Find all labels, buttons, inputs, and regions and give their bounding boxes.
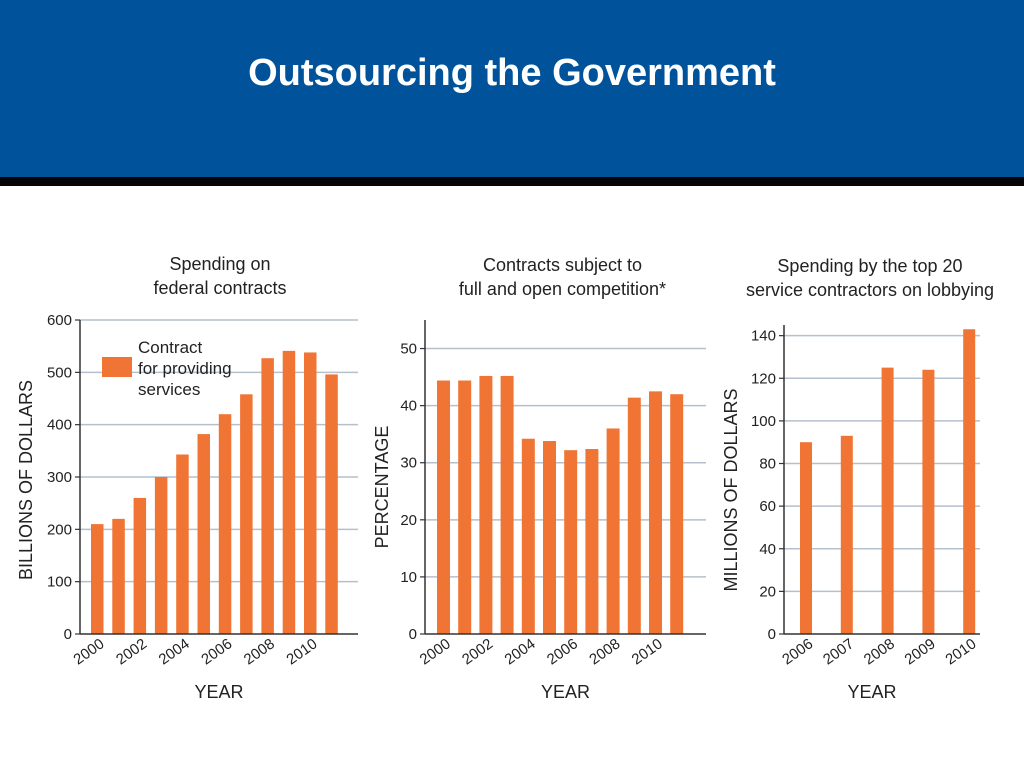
chart-2-bar-2006 (564, 450, 578, 634)
chart-1-x-axis-label: YEAR (194, 682, 243, 702)
chart-2-bar-2001 (458, 380, 472, 634)
chart-3-xtick-label: 2007 (820, 635, 857, 668)
chart-3-ytick-label: 120 (751, 370, 776, 387)
chart-2-bar-2005 (543, 441, 556, 634)
chart-1-bar-2009 (282, 350, 296, 634)
chart-3-ytick-label: 40 (759, 541, 776, 558)
header-banner: Outsourcing the Government (0, 0, 1024, 177)
chart-1-bar-2006 (218, 414, 232, 634)
chart-1-ytick-label: 200 (47, 521, 72, 538)
chart-1-legend-swatch (102, 357, 132, 377)
chart-1-title: Spending on federal contracts (60, 252, 380, 300)
chart-3-ytick-label: 60 (759, 498, 776, 515)
chart-3-ytick-label: 20 (759, 583, 776, 600)
chart-2-xtick-label: 2010 (629, 635, 666, 668)
chart-3-bar-2009 (922, 369, 935, 634)
chart-1-bar-2004 (176, 454, 189, 634)
chart-1-legend-text: for providing (138, 359, 232, 378)
chart-2-ytick-label: 50 (400, 341, 417, 358)
chart-1-bar-2005 (197, 434, 210, 634)
chart-1-legend-text: services (138, 380, 200, 399)
chart-3-title: Spending by the top 20 service contracto… (715, 254, 1024, 302)
chart-2-bar-2000 (437, 380, 450, 634)
chart-2-x-axis-label: YEAR (541, 682, 590, 702)
chart-1-ytick-label: 100 (47, 574, 72, 591)
chart-1-bar-2000 (91, 524, 104, 634)
chart-3-bar-2006 (800, 442, 812, 634)
slide-title: Outsourcing the Government (248, 52, 776, 94)
chart-2-bar-2002 (479, 375, 493, 634)
chart-2-xtick-label: 2008 (586, 635, 623, 668)
chart-2-bar-2008 (606, 428, 620, 634)
chart-2-xtick-label: 2006 (544, 635, 581, 668)
chart-3-x-axis-label: YEAR (847, 682, 896, 702)
chart-1-bar-2002 (133, 497, 147, 634)
chart-3-ytick-label: 0 (768, 626, 776, 643)
chart-2-ytick-label: 20 (400, 512, 417, 529)
chart-1-ytick-label: 600 (47, 312, 72, 329)
chart-1-ytick-label: 300 (47, 469, 72, 486)
chart-2-ytick-label: 0 (409, 626, 417, 643)
chart-3-title-line-1: Spending by the top 20 (777, 256, 963, 276)
chart-1-title-line-1: Spending on (169, 254, 271, 274)
chart-2-bar-2009 (627, 397, 641, 634)
chart-1-bar-2010 (304, 352, 317, 634)
chart-2-xtick-label: 2000 (417, 635, 454, 668)
chart-3-ytick-label: 80 (759, 456, 776, 473)
chart-1-xtick-label: 2000 (70, 635, 107, 668)
header-rule (0, 177, 1024, 186)
chart-1-y-axis-label: BILLIONS OF DOLLARS (16, 380, 36, 580)
chart-1-bar-2003 (154, 477, 168, 634)
chart-3-title-line-2: service contractors on lobbying (745, 280, 995, 300)
chart-2-ytick-label: 30 (400, 455, 417, 472)
chart-3-bar-2008 (881, 367, 894, 634)
chart-2-bar-2010 (649, 391, 662, 634)
chart-2-bar-2004 (521, 438, 535, 634)
chart-3-xtick-label: 2010 (942, 635, 979, 668)
chart-1-ytick-label: 400 (47, 417, 72, 434)
chart-1-bar-2001 (112, 518, 125, 634)
chart-1-ytick-label: 0 (64, 626, 72, 643)
chart-1-title-line-2: federal contracts (153, 278, 287, 298)
chart-1-xtick-label: 2002 (113, 635, 150, 668)
chart-2-bar-2011 (670, 394, 684, 634)
chart-2-y-axis-label: PERCENTAGE (372, 426, 392, 549)
chart-3-ytick-label: 140 (751, 328, 776, 345)
chart-3-bar-2007 (840, 435, 853, 634)
chart-3-xtick-label: 2009 (902, 635, 939, 668)
chart-3-y-axis-label: MILLIONS OF DOLLARS (721, 388, 741, 591)
chart-1-xtick-label: 2008 (241, 635, 278, 668)
chart-2-bar-2007 (585, 449, 599, 634)
chart-2-title-line-1: Contracts subject to (482, 255, 643, 275)
chart-1-bar-2011 (325, 374, 338, 634)
chart-2-ytick-label: 10 (400, 569, 417, 586)
chart-2-title-line-2: full and open competition* (458, 279, 667, 299)
chart-1-legend-text: Contract (138, 338, 203, 357)
chart-3-ytick-label: 100 (751, 413, 776, 430)
chart-2-xtick-label: 2004 (502, 635, 539, 668)
chart-3-bar-2010 (963, 329, 976, 634)
chart-2-bar-2003 (500, 375, 514, 634)
chart-3-xtick-label: 2008 (861, 635, 898, 668)
chart-2-title: Contracts subject to full and open compe… (400, 253, 725, 301)
chart-1-xtick-label: 2010 (283, 635, 320, 668)
chart-2-xtick-label: 2002 (459, 635, 496, 668)
chart-1-bar-2007 (240, 394, 253, 634)
chart-1-xtick-label: 2004 (156, 635, 193, 668)
chart-2-ytick-label: 40 (400, 398, 417, 415)
chart-1-xtick-label: 2006 (198, 635, 235, 668)
chart-1-bar-2008 (261, 358, 274, 634)
chart-3-xtick-label: 2006 (779, 635, 816, 668)
chart-1-ytick-label: 500 (47, 364, 72, 381)
